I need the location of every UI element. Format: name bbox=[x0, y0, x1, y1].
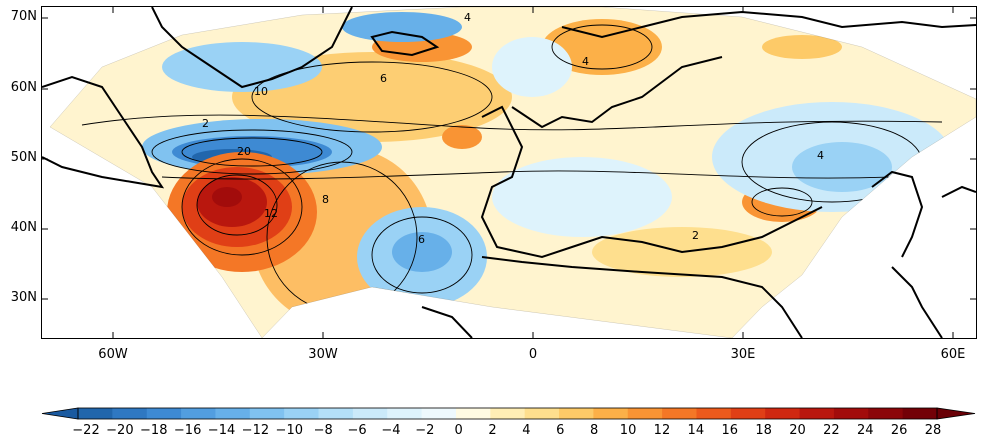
contour-label: 2 bbox=[202, 117, 209, 130]
colorbar-segment bbox=[696, 408, 732, 419]
colorbar-tick-label: 20 bbox=[789, 423, 806, 438]
contour-label: 20 bbox=[237, 145, 251, 158]
colorbar-tick-label: 14 bbox=[687, 423, 705, 438]
contour-labels: 4 6 10 20 8 2 12 6 4 2 4 bbox=[202, 11, 824, 246]
contour-label: 8 bbox=[322, 193, 329, 206]
colorbar-tick-label: 6 bbox=[556, 423, 565, 438]
colorbar-segment bbox=[765, 408, 801, 419]
coastlines bbox=[42, 7, 976, 338]
colorbar-tick-label: 28 bbox=[924, 423, 942, 438]
map-frame: 4 6 10 20 8 2 12 6 4 2 4 bbox=[41, 6, 977, 339]
y-tick-label: 70N bbox=[10, 9, 37, 24]
y-tick-label: 50N bbox=[10, 150, 37, 165]
contour-label: 6 bbox=[380, 72, 387, 85]
colorbar-tick-label: −22 bbox=[72, 423, 100, 438]
colorbar-segment bbox=[868, 408, 904, 419]
colorbar-tick-label: −2 bbox=[415, 423, 435, 438]
colorbar-tick-label: −10 bbox=[275, 423, 303, 438]
colorbar-segment bbox=[627, 408, 663, 419]
colorbar-segment bbox=[593, 408, 629, 419]
colorbar-segment bbox=[284, 408, 320, 419]
colorbar-segment bbox=[318, 408, 354, 419]
colorbar-segment bbox=[524, 408, 560, 419]
contour-label: 2 bbox=[692, 229, 699, 242]
colorbar-segment bbox=[833, 408, 869, 419]
colorbar-tick-label: −20 bbox=[106, 423, 134, 438]
tick-marks bbox=[42, 7, 976, 338]
contour-label: 4 bbox=[582, 55, 589, 68]
colorbar-segment bbox=[181, 408, 216, 419]
colorbar-tick-label: −16 bbox=[173, 423, 202, 438]
colorbar-extend-min bbox=[41, 407, 79, 420]
colorbar-tick-label: −4 bbox=[381, 423, 401, 438]
colorbar-segment bbox=[78, 408, 113, 419]
colorbar-segment bbox=[352, 408, 388, 419]
x-tick-label: 0 bbox=[528, 347, 538, 362]
y-tick-label: 40N bbox=[10, 220, 37, 235]
colorbar-tick-label: 10 bbox=[619, 423, 637, 438]
contour-lines bbox=[81, 24, 943, 313]
map-plot: 4 6 10 20 8 2 12 6 4 2 4 bbox=[42, 7, 976, 338]
colorbar-tick-label: 0 bbox=[454, 423, 463, 438]
colorbar-segment bbox=[249, 408, 285, 419]
colorbar-tick-label: 24 bbox=[856, 423, 874, 438]
colorbar-tick-label: 4 bbox=[522, 423, 531, 438]
contour-label: 10 bbox=[254, 85, 268, 98]
contour-label: 6 bbox=[418, 233, 425, 246]
y-tick-label: 60N bbox=[10, 80, 37, 95]
x-tick-label: 30W bbox=[308, 347, 338, 362]
colorbar-tick-label: 8 bbox=[590, 423, 599, 438]
colorbar-segment bbox=[421, 408, 457, 419]
colorbar-tick-label: 22 bbox=[823, 423, 840, 438]
colorbar-tick-label: −8 bbox=[313, 423, 333, 438]
colorbar-tick-label: −18 bbox=[140, 423, 168, 438]
colorbar-segment bbox=[559, 408, 594, 419]
x-tick-label: 60W bbox=[98, 347, 128, 362]
colorbar-tick-label: 2 bbox=[488, 423, 497, 438]
colorbar-segment bbox=[490, 408, 526, 419]
colorbar-tick-label: −12 bbox=[241, 423, 270, 438]
colorbar-outline bbox=[77, 407, 938, 420]
x-tick-label: 60E bbox=[940, 347, 966, 362]
colorbar-tick-label: 16 bbox=[721, 423, 738, 438]
colorbar-segment bbox=[902, 408, 938, 419]
colorbar-segment bbox=[730, 408, 766, 419]
colorbar-segment bbox=[112, 408, 148, 419]
colorbar-segment bbox=[455, 408, 491, 419]
colorbar-segment bbox=[387, 408, 423, 419]
colorbar-tick-label: 26 bbox=[890, 423, 908, 438]
colorbar-segment bbox=[215, 408, 251, 419]
y-tick-label: 30N bbox=[10, 290, 37, 305]
colorbar-segment bbox=[799, 408, 835, 419]
x-tick-label: 30E bbox=[730, 347, 756, 362]
contour-label: 4 bbox=[817, 149, 824, 162]
colorbar-extend-max bbox=[936, 407, 976, 420]
colorbar-segment bbox=[146, 408, 182, 419]
colorbar-tick-label: 12 bbox=[653, 423, 671, 438]
contour-label: 12 bbox=[264, 207, 278, 220]
colorbar-tick-label: −6 bbox=[347, 423, 367, 438]
colorbar-tick-label: −14 bbox=[207, 423, 236, 438]
colorbar-tick-label: 18 bbox=[755, 423, 772, 438]
colorbar-segment bbox=[662, 408, 697, 419]
contour-label: 4 bbox=[464, 11, 471, 24]
